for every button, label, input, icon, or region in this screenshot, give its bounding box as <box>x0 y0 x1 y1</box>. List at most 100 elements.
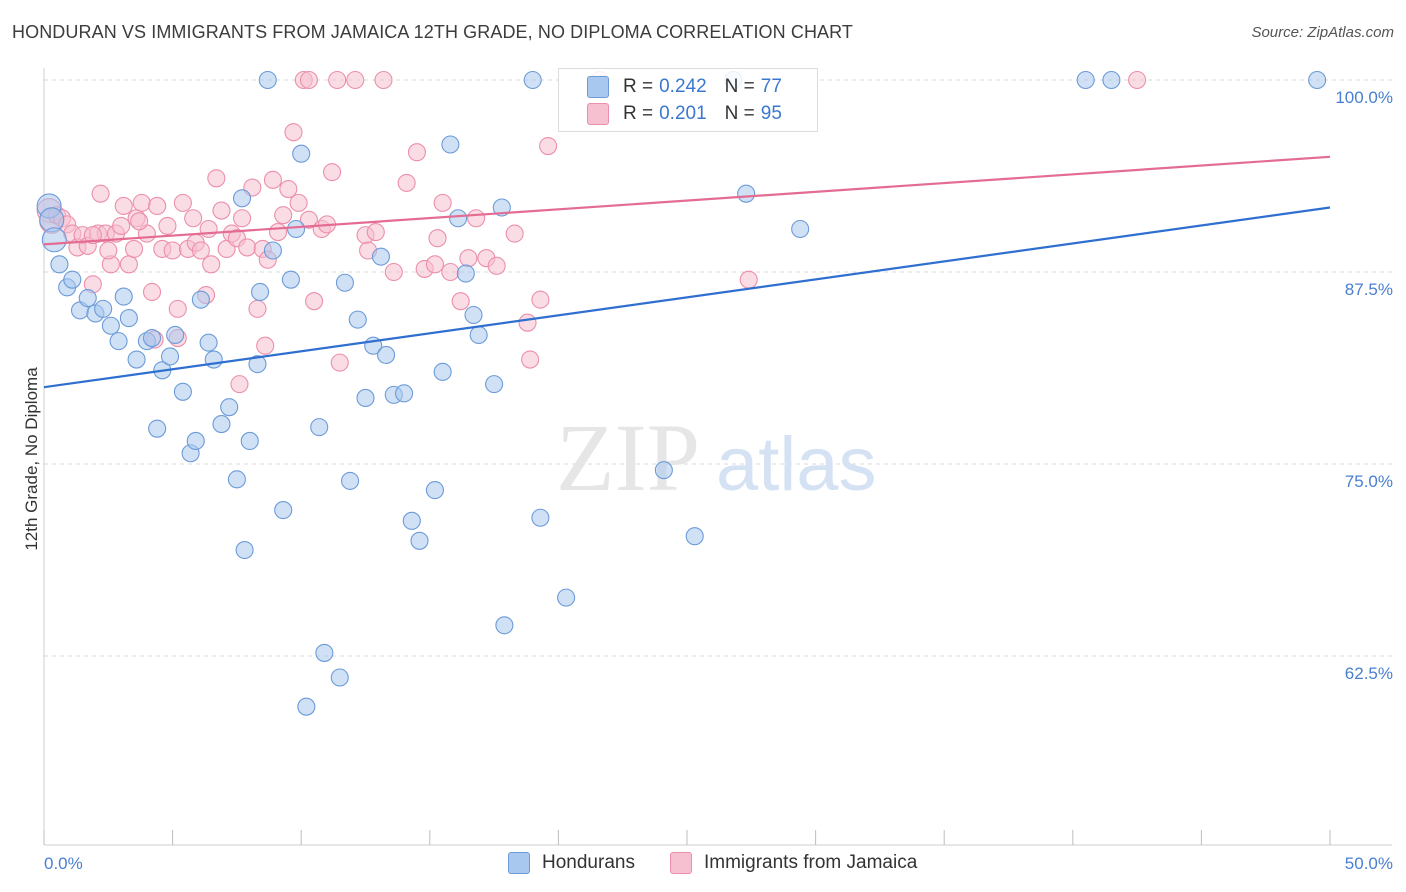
jamaica-trend-line <box>43 155 1331 246</box>
jamaica-point <box>202 255 221 274</box>
jamaica-point <box>467 209 486 228</box>
honduran-point <box>1076 70 1095 90</box>
jamaica-point <box>212 201 231 220</box>
jamaica-point <box>425 255 444 274</box>
honduran-point <box>160 347 180 366</box>
honduran-point <box>127 350 146 369</box>
honduran-point <box>456 264 475 283</box>
bottom-legend-label: Immigrants from Jamaica <box>704 852 918 873</box>
honduran-point <box>791 219 810 239</box>
x-tick-label: 50.0% <box>1345 854 1393 873</box>
jamaica-point <box>289 193 308 212</box>
legend: R = 0.242 N = 77 R = 0.201 N = 95 <box>558 68 818 132</box>
honduran-point <box>287 219 306 239</box>
honduran-point <box>425 481 444 500</box>
jamaica-point <box>299 70 318 90</box>
honduran-point <box>41 227 67 253</box>
source-label: Source: ZipAtlas.com <box>1251 24 1394 41</box>
jamaica-point <box>163 241 182 260</box>
jamaica-point <box>1128 70 1147 90</box>
honduran-point <box>166 325 185 345</box>
jamaica-point <box>173 193 192 212</box>
watermark-atlas: atlas <box>716 422 877 507</box>
jamaica-point <box>207 169 226 188</box>
honduran-point <box>220 398 239 417</box>
honduran-point <box>235 540 254 560</box>
jamaica-point <box>284 123 303 142</box>
legend-r-label: R = <box>623 103 654 124</box>
jamaica-point <box>199 219 218 239</box>
honduran-point <box>297 697 316 716</box>
honduran-point <box>335 273 354 292</box>
honduran-point <box>263 241 282 260</box>
y-tick-label: 87.5% <box>1345 280 1393 299</box>
jamaica-point <box>132 193 151 212</box>
jamaica-point <box>168 299 187 318</box>
jamaica-point <box>459 249 478 268</box>
jamaica-point <box>521 350 540 369</box>
jamaica-point <box>330 353 349 372</box>
jamaica-point <box>256 336 275 355</box>
honduran-point <box>119 309 138 328</box>
jamaica-point <box>384 262 403 282</box>
bottom-legend-label: Hondurans <box>542 852 635 873</box>
honduran-point <box>240 431 259 451</box>
y-tick-label: 100.0% <box>1335 88 1393 107</box>
honduran-point <box>248 355 267 374</box>
honduran-point <box>449 209 468 228</box>
honduran-point <box>204 350 223 369</box>
jamaica-point <box>433 193 452 212</box>
axes <box>43 68 1392 846</box>
jamaica-point <box>83 226 102 245</box>
honduran-point <box>348 310 367 329</box>
jamaica-point <box>518 313 537 332</box>
honduran-point <box>433 362 452 381</box>
jamaica-point <box>531 290 550 309</box>
legend-r-value: 0.242 <box>659 76 707 97</box>
jamaica-point <box>230 375 249 394</box>
honduran-point <box>654 461 673 480</box>
honduran-point <box>78 289 97 308</box>
legend-swatch-blue <box>587 76 609 98</box>
honduran-point <box>191 290 210 309</box>
jamaica-point <box>142 282 162 302</box>
honduran-point <box>469 325 488 345</box>
honduran-point <box>199 333 218 352</box>
honduran-point <box>402 511 421 530</box>
honduran-point <box>94 299 113 318</box>
honduran-point <box>685 527 704 546</box>
honduran-point <box>281 270 300 289</box>
jamaica-point <box>263 170 282 189</box>
jamaica-point <box>184 209 203 228</box>
watermark-zip: ZIP <box>556 404 700 511</box>
jamaica-point <box>248 299 267 318</box>
jamaica-point <box>238 238 257 257</box>
honduran-point <box>227 470 246 489</box>
jamaica-point <box>299 210 318 229</box>
honduran-point <box>258 70 277 90</box>
jamaica-point <box>99 241 118 260</box>
honduran-point <box>250 282 270 302</box>
bottom-legend-swatch-blue <box>508 852 530 874</box>
jamaica-point <box>124 239 144 259</box>
honduran-point <box>377 345 396 364</box>
honduran-point <box>109 332 128 351</box>
bottom-legend-jamaica: Immigrants from Jamaica <box>670 852 917 874</box>
honduran-point <box>523 70 542 90</box>
legend-r-label: R = <box>623 76 654 97</box>
jamaica-point <box>112 216 131 235</box>
honduran-point <box>315 643 334 662</box>
honduran-point <box>495 616 514 635</box>
honduran-point <box>464 305 483 325</box>
jamaica-point <box>279 180 298 199</box>
jamaica-point <box>397 173 416 192</box>
tick-labels: 100.0% 87.5% 75.0% 62.5% 0.0% 50.0% <box>44 88 1393 873</box>
jamaica-point <box>274 206 293 225</box>
jamaica-point <box>130 212 149 231</box>
honduran-point <box>341 471 360 490</box>
jamaica-point <box>191 241 210 260</box>
legend-row-jamaica: R = 0.201 N = 95 <box>587 101 782 127</box>
bottom-legend-hondurans: Hondurans <box>508 852 635 874</box>
jamaica-point <box>407 143 426 162</box>
